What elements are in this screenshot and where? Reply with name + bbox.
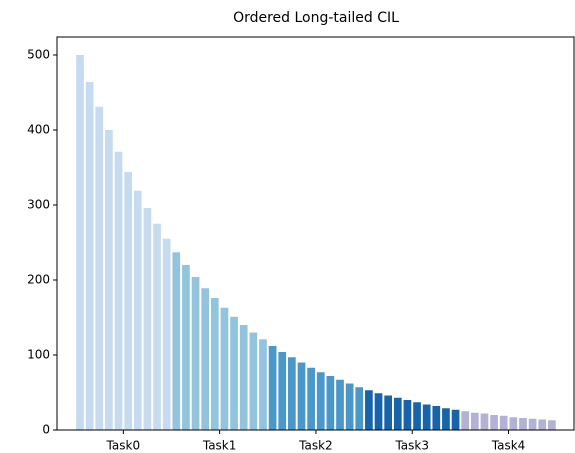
plot-frame <box>56 36 575 431</box>
bar <box>297 362 306 430</box>
bar <box>249 332 258 430</box>
bar <box>182 265 190 430</box>
bar <box>124 172 133 430</box>
bar <box>85 82 94 430</box>
chart-title: Ordered Long-tailed CIL <box>233 10 399 26</box>
bar <box>451 409 460 430</box>
bar <box>499 415 508 430</box>
y-tick-label: 200 <box>27 273 50 287</box>
bar <box>480 413 489 430</box>
bar <box>105 130 113 430</box>
bar <box>210 298 219 430</box>
bar <box>461 411 470 430</box>
bar <box>345 383 354 430</box>
y-tick-label: 0 <box>42 423 50 437</box>
x-tick-label: Task3 <box>394 439 429 453</box>
bar <box>76 55 84 430</box>
bar <box>278 352 287 430</box>
bar <box>268 346 277 430</box>
bar <box>230 316 238 430</box>
bar <box>288 357 296 430</box>
bar <box>413 402 421 430</box>
bar <box>336 379 344 430</box>
x-tick-label: Task1 <box>202 439 237 453</box>
bar <box>133 190 142 430</box>
bar <box>528 418 537 430</box>
y-tick-label: 500 <box>27 48 50 62</box>
bar <box>355 387 364 430</box>
bar <box>470 412 479 430</box>
y-tick-label: 400 <box>27 123 50 137</box>
bar <box>442 408 450 430</box>
bar <box>220 307 229 430</box>
bar <box>316 372 325 430</box>
x-tick-label: Task0 <box>106 439 141 453</box>
bar <box>172 252 181 430</box>
bar <box>490 415 498 430</box>
bar <box>326 376 335 430</box>
bar <box>162 238 171 430</box>
bar <box>143 208 152 430</box>
bar <box>538 419 547 430</box>
x-tick-label: Task4 <box>491 439 526 453</box>
bar <box>422 404 431 430</box>
bar <box>307 367 315 430</box>
bar <box>393 397 402 430</box>
bar <box>191 277 200 430</box>
y-tick-label: 300 <box>27 198 50 212</box>
bar <box>95 106 104 430</box>
bar <box>153 223 161 430</box>
bar <box>519 418 527 430</box>
bar <box>239 325 248 430</box>
x-tick-label: Task2 <box>298 439 333 453</box>
bar <box>201 288 210 430</box>
bar <box>403 400 412 430</box>
y-tick-label: 100 <box>27 348 50 362</box>
bar <box>384 395 393 430</box>
bar <box>432 406 441 430</box>
bar <box>259 339 267 430</box>
bar <box>374 393 383 430</box>
bar <box>114 151 123 430</box>
bar <box>509 417 518 430</box>
bar <box>365 390 373 430</box>
bar <box>548 420 556 430</box>
